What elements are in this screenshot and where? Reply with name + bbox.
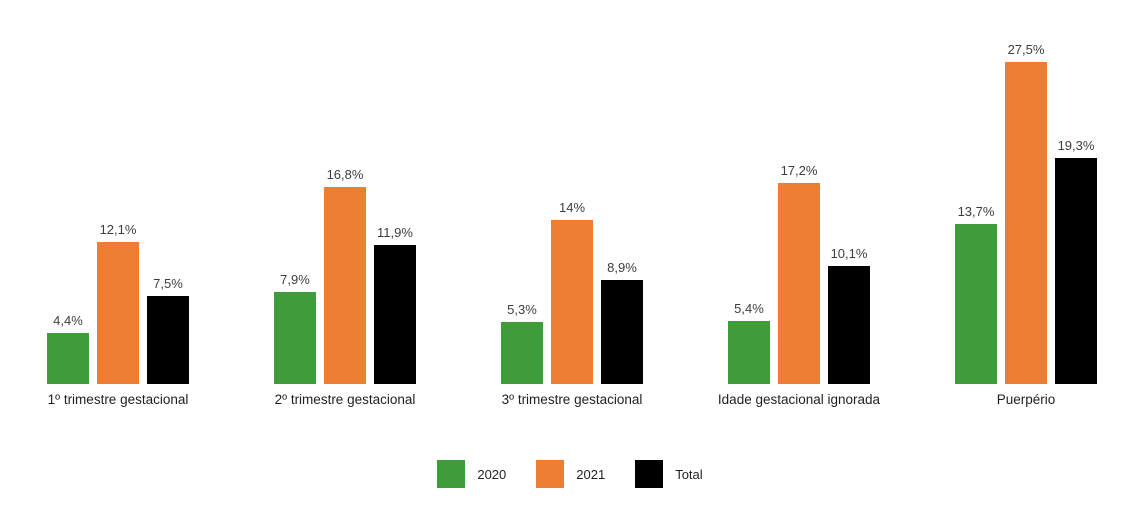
legend-label: 2020	[477, 466, 507, 482]
legend-swatch	[437, 460, 466, 488]
value-label: 5,3%	[507, 302, 537, 317]
category-label: 1º trimestre gestacional	[47, 392, 189, 407]
legend-swatch	[635, 460, 664, 488]
value-label: 17,2%	[780, 163, 818, 178]
category-label: Idade gestacional ignorada	[717, 392, 881, 407]
value-label: 7,5%	[153, 276, 183, 291]
legend-label: 2021	[576, 466, 606, 482]
plot-area: 4,4% 12,1% 7,5% 7,9% 16,8% 11,9% 5,3% 14% 8,9% 5,…	[47, 42, 1097, 384]
value-label: 8,9%	[607, 260, 637, 275]
value-label: 10,1%	[830, 246, 868, 261]
bar-group: 13,7% 27,5% 19,3%	[955, 42, 1097, 384]
value-label: 12,1%	[99, 222, 137, 237]
bar-total: 19,3%	[1055, 138, 1097, 384]
bar-2020: 4,4%	[47, 313, 89, 384]
bar-2020: 5,3%	[501, 302, 543, 384]
bar-2020: 13,7%	[955, 204, 997, 384]
category-label: 3º trimestre gestacional	[501, 392, 643, 407]
bar-group: 4,4% 12,1% 7,5%	[47, 222, 189, 384]
value-label: 11,9%	[377, 225, 413, 240]
value-label: 16,8%	[326, 167, 364, 182]
bar-group: 5,3% 14% 8,9%	[501, 200, 643, 384]
value-label: 19,3%	[1057, 138, 1095, 153]
legend: 2020 2021 Total	[0, 460, 1140, 488]
bar-total: 11,9%	[374, 225, 416, 384]
bar-2021: 17,2%	[778, 163, 820, 384]
value-label: 5,4%	[734, 301, 764, 316]
category-label: 2º trimestre gestacional	[274, 392, 416, 407]
bar-group: 5,4% 17,2% 10,1%	[728, 163, 870, 384]
value-label: 13,7%	[957, 204, 995, 219]
bar-group: 7,9% 16,8% 11,9%	[274, 167, 416, 384]
bar-total: 10,1%	[828, 246, 870, 384]
value-label: 4,4%	[53, 313, 83, 328]
value-label: 7,9%	[280, 272, 310, 287]
bar-total: 7,5%	[147, 276, 189, 384]
bar-total: 8,9%	[601, 260, 643, 384]
bar-2020: 5,4%	[728, 301, 770, 384]
value-label: 14%	[558, 200, 586, 215]
legend-item-2021: 2021	[536, 460, 605, 488]
value-label: 27,5%	[1007, 42, 1045, 57]
category-label: Puerpério	[996, 392, 1056, 407]
bar-2021: 16,8%	[324, 167, 366, 384]
bar-2021: 12,1%	[97, 222, 139, 384]
bar-2021: 14%	[551, 200, 593, 384]
legend-swatch	[536, 460, 565, 488]
legend-label: Total	[675, 466, 703, 482]
legend-item-2020: 2020	[437, 460, 506, 488]
bar-2020: 7,9%	[274, 272, 316, 384]
legend-item-total: Total	[635, 460, 703, 488]
bar-2021: 27,5%	[1005, 42, 1047, 384]
